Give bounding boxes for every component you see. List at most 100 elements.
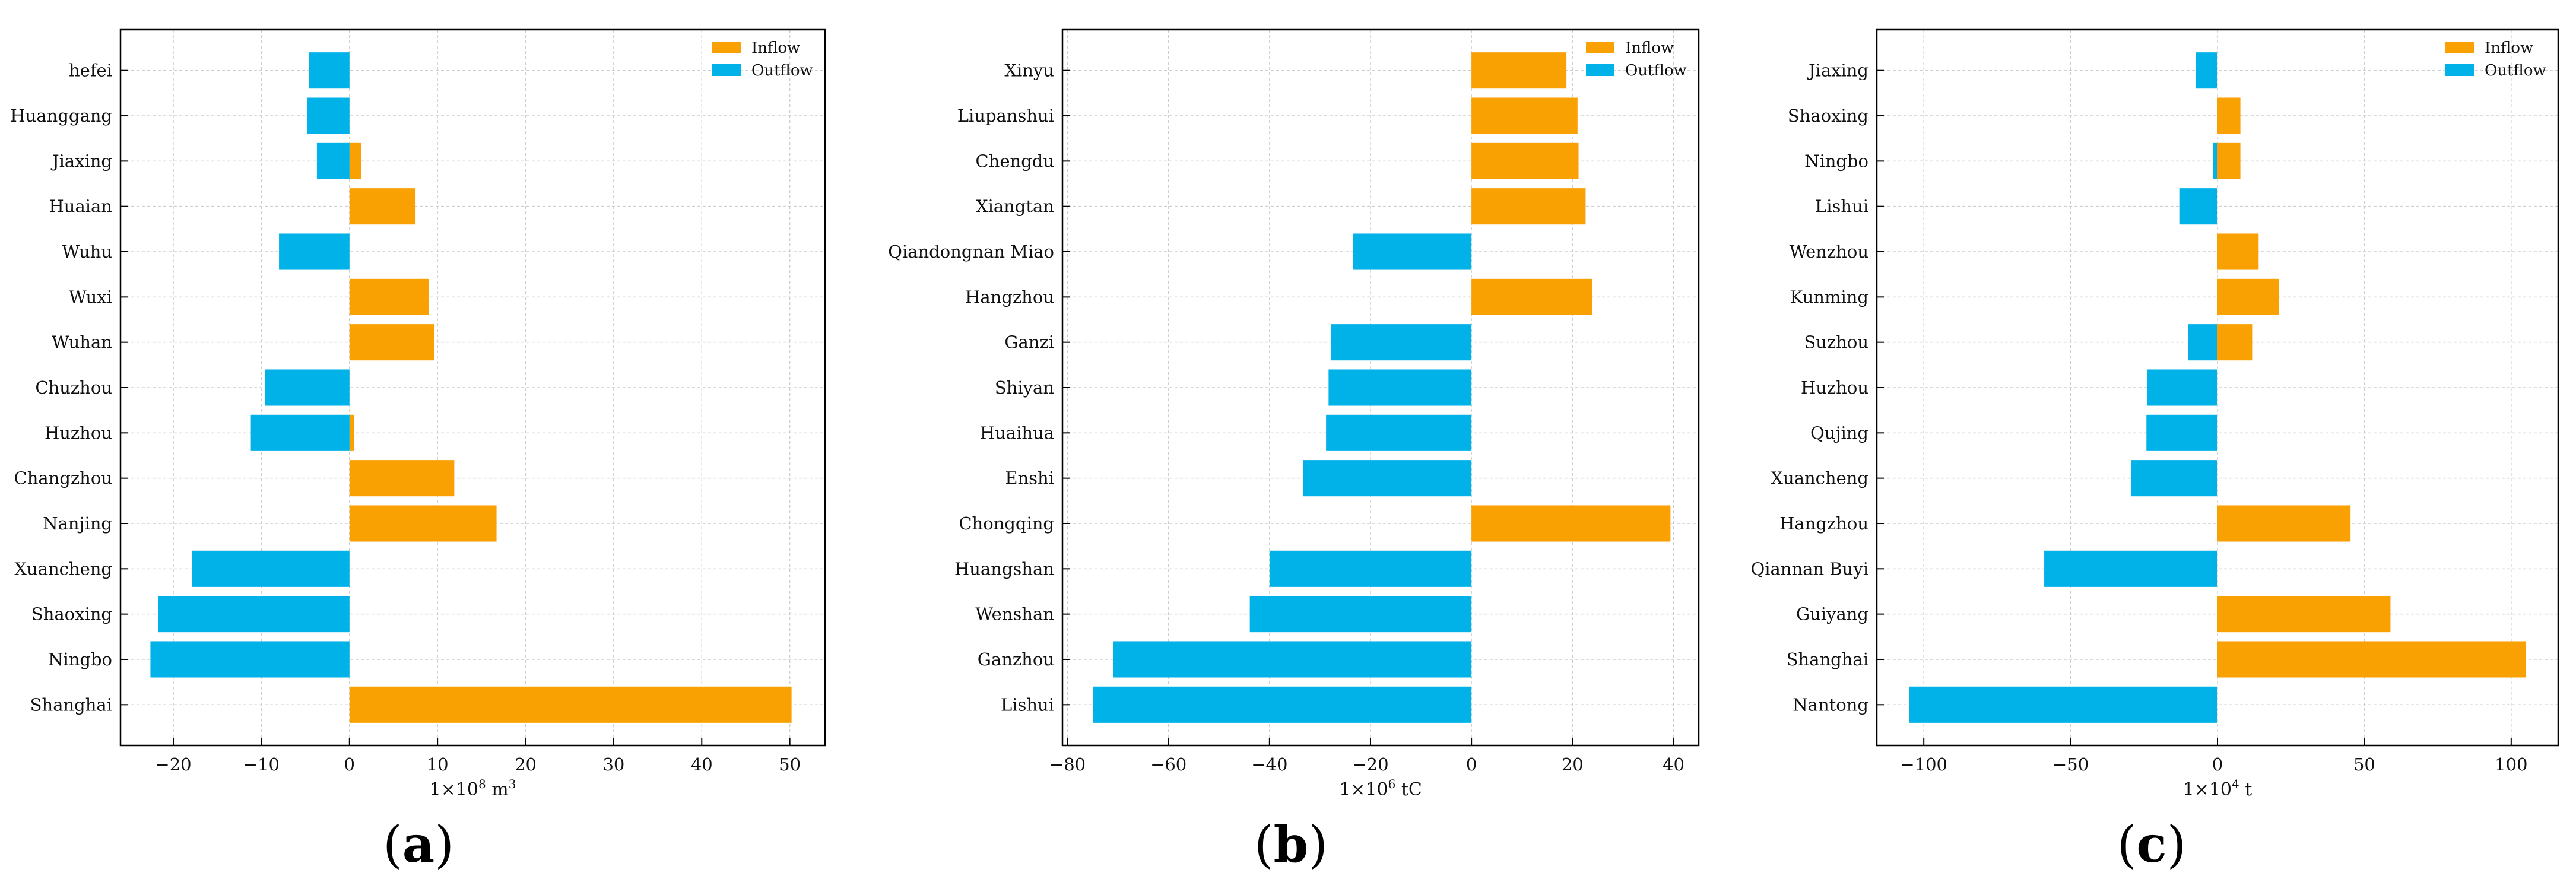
bar-inflow-c-kunming xyxy=(2217,278,2279,315)
legend-swatch-outflow-a xyxy=(712,64,741,76)
bar-inflow-a-wuxi xyxy=(349,278,429,315)
category-label-c-7: Huzhou xyxy=(1801,377,1868,398)
bar-outflow-b-lishui xyxy=(1093,686,1472,723)
bar-outflow-c-ningbo xyxy=(2213,142,2217,179)
category-label-a-3: Huaian xyxy=(49,196,113,217)
plot-frame-b xyxy=(1061,28,1700,747)
bar-outflow-b-enshi xyxy=(1302,460,1472,497)
bar-inflow-b-hangzhou xyxy=(1471,278,1592,315)
category-label-a-4: Wuhu xyxy=(62,242,112,262)
bar-inflow-b-xinyu xyxy=(1471,52,1567,89)
category-label-a-12: Shaoxing xyxy=(31,604,112,624)
bar-outflow-a-xuancheng xyxy=(192,550,350,587)
bar-inflow-b-chongqing xyxy=(1471,505,1671,542)
bar-outflow-a-wuhu xyxy=(279,233,350,270)
legend-swatch-inflow-b xyxy=(1586,42,1614,53)
bar-inflow-a-wuhan xyxy=(349,324,434,361)
category-label-b-12: Wenshan xyxy=(975,604,1054,624)
category-label-a-6: Wuhan xyxy=(52,332,112,353)
bar-outflow-c-suzhou xyxy=(2188,324,2217,361)
category-label-c-14: Nantong xyxy=(1793,694,1868,715)
legend-label-outflow-a: Outflow xyxy=(751,62,813,80)
legend-label-outflow-b: Outflow xyxy=(1625,62,1687,80)
bar-outflow-c-lishui xyxy=(2179,188,2217,225)
category-label-c-3: Lishui xyxy=(1815,196,1868,217)
category-label-a-14: Shanghai xyxy=(30,694,112,715)
category-label-c-11: Qiannan Buyi xyxy=(1750,559,1868,579)
bar-inflow-a-changzhou xyxy=(349,460,455,497)
category-label-a-2: Jiaxing xyxy=(50,151,112,171)
bar-inflow-c-hangzhou xyxy=(2217,505,2351,542)
category-label-a-1: Huanggang xyxy=(10,106,112,126)
bar-inflow-b-chengdu xyxy=(1471,142,1579,179)
chart-panel-c: −100 −50 0 50 100 Jiaxing Shaoxing Ningbo Lishui… xyxy=(1750,28,2559,874)
bar-inflow-c-guiyang xyxy=(2217,596,2391,633)
category-label-c-6: Suzhou xyxy=(1804,332,1868,353)
legend-swatch-inflow-c xyxy=(2445,42,2474,53)
bar-outflow-a-hefei xyxy=(309,52,350,89)
bar-outflow-b-qiandongnan-miao xyxy=(1353,233,1472,270)
category-label-a-11: Xuancheng xyxy=(14,559,112,579)
category-label-a-10: Nanjing xyxy=(43,513,112,534)
x-tick-label-c-1: −50 xyxy=(2052,754,2089,775)
chart-panel-b: −80 −60 −40 −20 0 20 40 Xinyu Liupanshui Chengdu X… xyxy=(888,28,1700,874)
plot-frame-a xyxy=(119,28,826,747)
bar-outflow-b-ganzi xyxy=(1331,324,1472,361)
legend-swatch-outflow-c xyxy=(2445,64,2474,76)
plot-frame-c xyxy=(1876,28,2559,747)
legend-c: Inflow Outflow xyxy=(2445,39,2546,80)
x-tick-label-b-4: 0 xyxy=(1466,754,1477,775)
category-label-c-4: Wenzhou xyxy=(1790,242,1868,262)
category-label-b-10: Chongqing xyxy=(959,513,1054,534)
category-label-b-8: Huaihua xyxy=(980,423,1054,443)
category-label-b-5: Hangzhou xyxy=(965,287,1054,307)
category-label-b-14: Lishui xyxy=(1001,694,1054,715)
panel-label-c: (c) xyxy=(2117,815,2187,874)
category-label-b-4: Qiandongnan Miao xyxy=(888,242,1054,262)
x-axis-title-c: 1×104 t xyxy=(2183,777,2253,800)
bar-outflow-c-qiannan-buyi xyxy=(2044,550,2217,587)
bar-outflow-c-jiaxing xyxy=(2196,52,2217,89)
bar-inflow-b-xiangtan xyxy=(1471,188,1586,225)
x-tick-label-b-6: 40 xyxy=(1663,754,1684,775)
category-label-c-2: Ningbo xyxy=(1804,151,1868,171)
x-tick-label-c-2: 0 xyxy=(2212,754,2223,775)
category-label-b-3: Xiangtan xyxy=(976,196,1054,217)
category-label-a-0: hefei xyxy=(69,61,112,81)
category-label-b-7: Shiyan xyxy=(995,377,1054,398)
bar-outflow-c-nantong xyxy=(1909,686,2217,723)
bar-outflow-a-shaoxing xyxy=(158,596,350,633)
legend-label-outflow-c: Outflow xyxy=(2485,62,2546,80)
bar-inflow-a-huzhou xyxy=(349,414,354,451)
x-tick-label-a-7: 50 xyxy=(779,754,801,775)
category-label-b-1: Liupanshui xyxy=(957,106,1054,126)
bar-inflow-c-wenzhou xyxy=(2217,233,2259,270)
category-label-c-1: Shaoxing xyxy=(1788,106,1868,126)
bar-inflow-a-shanghai xyxy=(349,686,792,723)
category-label-a-13: Ningbo xyxy=(48,649,112,669)
bar-inflow-c-ningbo xyxy=(2217,142,2241,179)
x-tick-label-c-4: 100 xyxy=(2495,754,2527,775)
bar-outflow-c-huzhou xyxy=(2147,369,2217,406)
x-tick-label-a-2: 0 xyxy=(344,754,355,775)
bar-inflow-b-liupanshui xyxy=(1471,97,1578,134)
bar-outflow-a-huanggang xyxy=(307,97,350,134)
bar-outflow-b-ganzhou xyxy=(1113,641,1472,678)
category-label-c-5: Kunming xyxy=(1790,287,1868,307)
x-tick-label-c-0: −100 xyxy=(1900,754,1947,775)
bar-inflow-c-suzhou xyxy=(2217,324,2253,361)
category-label-b-0: Xinyu xyxy=(1004,61,1054,81)
legend-b: Inflow Outflow xyxy=(1586,39,1687,80)
legend-swatch-outflow-b xyxy=(1586,64,1614,76)
legend-a: Inflow Outflow xyxy=(712,39,813,80)
bar-outflow-c-qujing xyxy=(2146,414,2217,451)
bar-outflow-b-huangshan xyxy=(1269,550,1472,587)
bar-outflow-a-chuzhou xyxy=(265,369,350,406)
legend-swatch-inflow-a xyxy=(712,42,741,53)
bar-outflow-a-jiaxing xyxy=(316,142,350,179)
x-tick-label-b-1: −60 xyxy=(1150,754,1187,775)
category-label-c-10: Hangzhou xyxy=(1779,513,1868,534)
x-tick-label-a-3: 10 xyxy=(427,754,449,775)
category-label-b-9: Enshi xyxy=(1005,468,1054,488)
